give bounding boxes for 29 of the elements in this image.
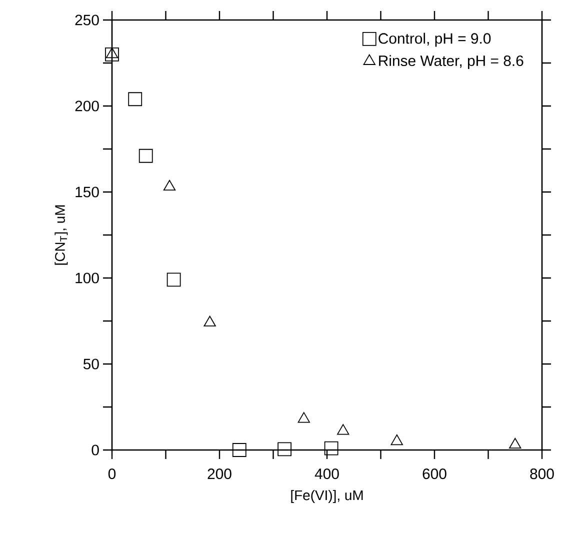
point bbox=[298, 412, 310, 423]
x-tick-label: 400 bbox=[314, 468, 339, 480]
x-tick-label: 600 bbox=[422, 468, 446, 480]
point bbox=[138, 148, 153, 163]
legend-label: Rinse Water, pH = 8.6 bbox=[379, 55, 524, 70]
x-tick-label: 200 bbox=[208, 468, 232, 480]
y-tick-label: 250 bbox=[75, 14, 99, 26]
point bbox=[509, 438, 522, 449]
point bbox=[278, 442, 292, 456]
point bbox=[163, 180, 176, 191]
x-tick-label: 800 bbox=[530, 468, 554, 480]
point bbox=[232, 443, 246, 457]
point bbox=[337, 424, 350, 435]
x-axis-title: [Fe(VI)], uM bbox=[291, 490, 363, 503]
legend-label: Control, pH = 9.0 bbox=[378, 32, 491, 47]
point bbox=[106, 47, 118, 58]
point bbox=[204, 316, 216, 326]
y-tick-label: 50 bbox=[83, 358, 99, 370]
y-tick-label: 200 bbox=[75, 100, 99, 112]
point bbox=[324, 441, 338, 456]
point bbox=[166, 272, 181, 287]
point bbox=[390, 434, 403, 446]
point bbox=[128, 92, 142, 106]
y-tick-label: 150 bbox=[76, 186, 99, 198]
x-tick-label: 0 bbox=[108, 468, 116, 480]
y-tick-label: 0 bbox=[92, 444, 99, 456]
y-axis-title: [CN$_{T}$], uM bbox=[54, 205, 68, 265]
y-tick-label: 100 bbox=[76, 272, 99, 284]
point bbox=[105, 47, 119, 62]
